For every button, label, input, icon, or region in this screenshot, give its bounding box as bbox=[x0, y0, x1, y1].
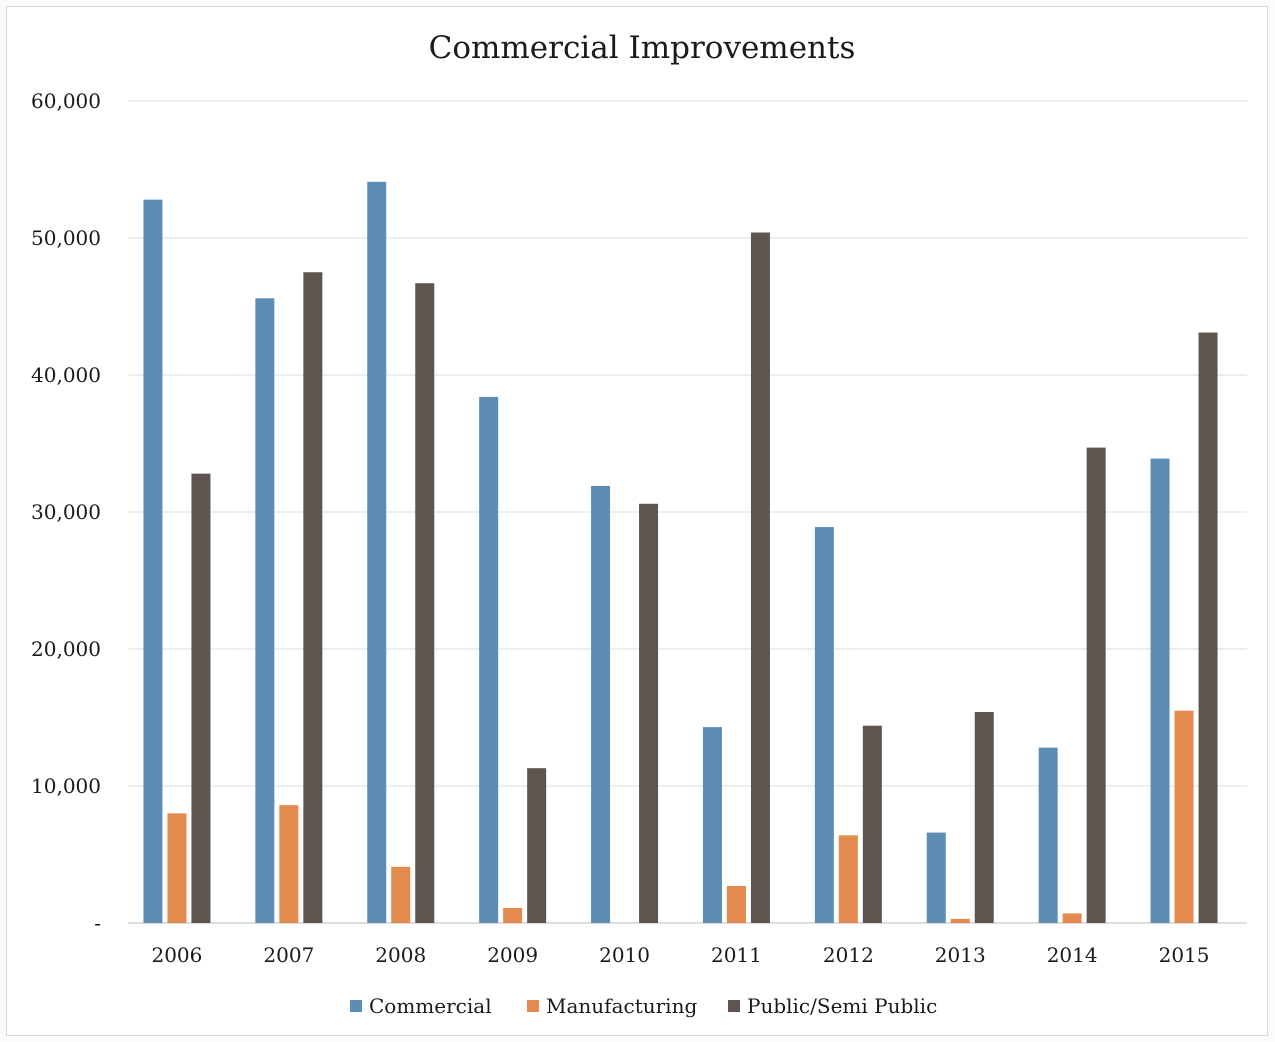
y-tick-label: - bbox=[94, 911, 101, 935]
manufacturing-bar-2008 bbox=[391, 866, 411, 923]
bars bbox=[143, 181, 1218, 924]
commercial-bar-2010 bbox=[591, 485, 611, 923]
commercial-bar-2011 bbox=[702, 727, 722, 923]
chart-title: Commercial Improvements bbox=[429, 30, 856, 66]
commercial-bar-2007 bbox=[255, 298, 275, 923]
legend-label-public-semi-public: Public/Semi Public bbox=[747, 994, 937, 1018]
manufacturing-bar-2012 bbox=[838, 835, 858, 923]
x-tick-label: 2012 bbox=[823, 943, 874, 967]
manufacturing-bar-2014 bbox=[1062, 913, 1082, 923]
commercial-bar-2012 bbox=[814, 527, 834, 923]
x-tick-label: 2015 bbox=[1159, 943, 1210, 967]
gridlines bbox=[128, 100, 1247, 924]
public-semi-public-bar-2014 bbox=[1086, 447, 1106, 923]
commercial-bar-2015 bbox=[1150, 458, 1170, 923]
x-axis-ticks: 2006 2007 2008 2009 2010 2011 2012 2013 2014 2015 bbox=[151, 943, 1209, 967]
public-semi-public-bar-2011 bbox=[750, 232, 770, 923]
legend-swatch-manufacturing bbox=[527, 1000, 539, 1012]
y-tick-label: 30,000 bbox=[31, 500, 101, 524]
y-axis-ticks: - 10,000 20,000 30,000 40,000 50,000 60,000 bbox=[31, 89, 101, 935]
manufacturing-bar-2009 bbox=[503, 907, 523, 923]
x-tick-label: 2011 bbox=[711, 943, 762, 967]
manufacturing-bar-2015 bbox=[1174, 710, 1194, 923]
public-semi-public-bar-2008 bbox=[415, 283, 435, 924]
y-tick-label: 40,000 bbox=[31, 363, 101, 387]
x-tick-label: 2014 bbox=[1047, 943, 1098, 967]
public-semi-public-bar-2006 bbox=[191, 473, 211, 923]
legend: Commercial Manufacturing Public/Semi Publi… bbox=[350, 994, 937, 1018]
x-tick-label: 2008 bbox=[375, 943, 426, 967]
chart-frame bbox=[6, 6, 1268, 1036]
legend-swatch-public-semi-public bbox=[728, 1000, 740, 1012]
public-semi-public-bar-2010 bbox=[639, 503, 659, 923]
commercial-bar-2006 bbox=[143, 199, 163, 923]
x-tick-label: 2010 bbox=[599, 943, 650, 967]
public-semi-public-bar-2009 bbox=[527, 768, 547, 923]
legend-label-commercial: Commercial bbox=[369, 994, 492, 1018]
public-semi-public-bar-2015 bbox=[1198, 332, 1218, 923]
x-tick-label: 2013 bbox=[935, 943, 986, 967]
manufacturing-bar-2007 bbox=[279, 805, 299, 923]
public-semi-public-bar-2012 bbox=[862, 725, 882, 923]
manufacturing-bar-2011 bbox=[726, 886, 746, 923]
legend-label-manufacturing: Manufacturing bbox=[546, 994, 697, 1018]
commercial-bar-2014 bbox=[1038, 747, 1058, 923]
commercial-bar-2009 bbox=[479, 396, 499, 923]
public-semi-public-bar-2013 bbox=[974, 712, 994, 923]
manufacturing-bar-2006 bbox=[167, 813, 187, 923]
legend-swatch-commercial bbox=[350, 1000, 362, 1012]
x-tick-label: 2009 bbox=[487, 943, 538, 967]
public-semi-public-bar-2007 bbox=[303, 272, 323, 923]
manufacturing-bar-2013 bbox=[950, 918, 970, 923]
y-tick-label: 20,000 bbox=[31, 637, 101, 661]
commercial-bar-2013 bbox=[926, 832, 946, 923]
x-tick-label: 2007 bbox=[263, 943, 314, 967]
y-tick-label: 10,000 bbox=[31, 774, 101, 798]
x-tick-label: 2006 bbox=[151, 943, 202, 967]
commercial-bar-2008 bbox=[367, 181, 387, 923]
y-tick-label: 60,000 bbox=[31, 89, 101, 113]
y-tick-label: 50,000 bbox=[31, 226, 101, 250]
